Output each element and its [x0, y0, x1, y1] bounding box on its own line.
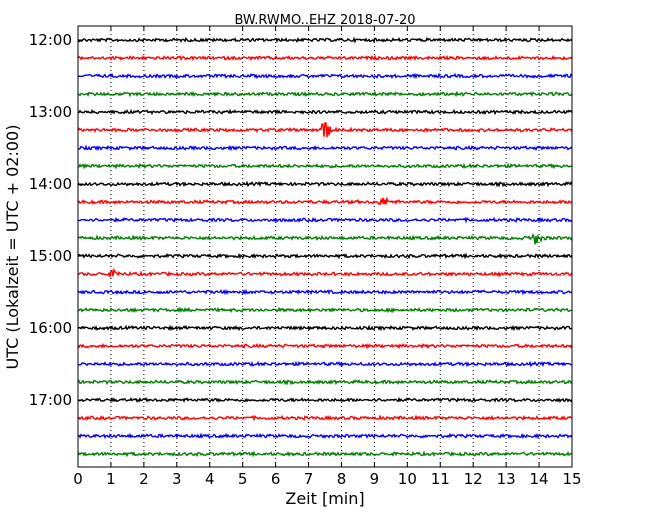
x-tick-label: 14 [530, 470, 549, 488]
y-tick-label: 13:00 [29, 103, 72, 121]
x-axis-label: Zeit [min] [285, 489, 364, 508]
x-tick-label: 10 [398, 470, 417, 488]
x-axis-ticks: 0 1 2 3 4 5 6 7 8 9 10 11 12 13 14 15 [73, 26, 582, 488]
y-tick-label: 17:00 [29, 391, 72, 409]
x-tick-label: 11 [431, 470, 450, 488]
trace-line [77, 180, 573, 188]
trace-line [77, 232, 573, 245]
trace-line [77, 54, 573, 62]
x-tick-label: 3 [172, 470, 182, 488]
trace-line [77, 288, 573, 296]
trace-line [77, 306, 573, 314]
trace-line [77, 196, 573, 206]
x-tick-label: 15 [562, 470, 581, 488]
trace-line [77, 450, 573, 458]
chart-title: BW.RWMO..EHZ 2018-07-20 [234, 13, 415, 28]
trace-line [77, 90, 573, 98]
x-tick-label: 13 [497, 470, 516, 488]
trace-line [77, 324, 573, 332]
x-tick-label: 1 [106, 470, 116, 488]
trace-line [77, 72, 573, 80]
plot-frame [77, 25, 573, 468]
trace-line [77, 252, 573, 260]
trace-line [77, 36, 573, 44]
x-tick-label: 12 [464, 470, 483, 488]
trace-line [77, 379, 573, 386]
trace-line [77, 162, 573, 170]
y-axis-ticks: 12:00 13:00 14:00 15:00 16:00 17:00 [29, 31, 83, 409]
y-tick-label: 14:00 [29, 175, 72, 193]
trace-line [77, 216, 573, 224]
x-tick-label: 2 [139, 470, 149, 488]
x-tick-label: 5 [238, 470, 248, 488]
trace-line [77, 122, 573, 138]
x-tick-label: 9 [370, 470, 380, 488]
y-tick-label: 12:00 [29, 31, 72, 49]
trace-line [77, 267, 573, 280]
x-tick-label: 4 [205, 470, 215, 488]
trace-line [77, 414, 573, 422]
x-tick-label: 8 [337, 470, 347, 488]
trace-group [77, 36, 573, 458]
x-tick-label: 0 [73, 470, 83, 488]
x-tick-label: 6 [271, 470, 281, 488]
trace-line [77, 342, 573, 350]
grid-lines [110, 26, 540, 467]
trace-line [77, 108, 573, 116]
y-tick-label: 16:00 [29, 319, 72, 337]
trace-line [77, 360, 573, 368]
y-tick-label: 15:00 [29, 247, 72, 265]
trace-line [77, 396, 573, 404]
trace-line [77, 432, 573, 440]
y-axis-label: UTC (Lokalzeit = UTC + 02:00) [3, 125, 22, 370]
x-tick-label: 7 [304, 470, 314, 488]
trace-line [77, 144, 573, 152]
